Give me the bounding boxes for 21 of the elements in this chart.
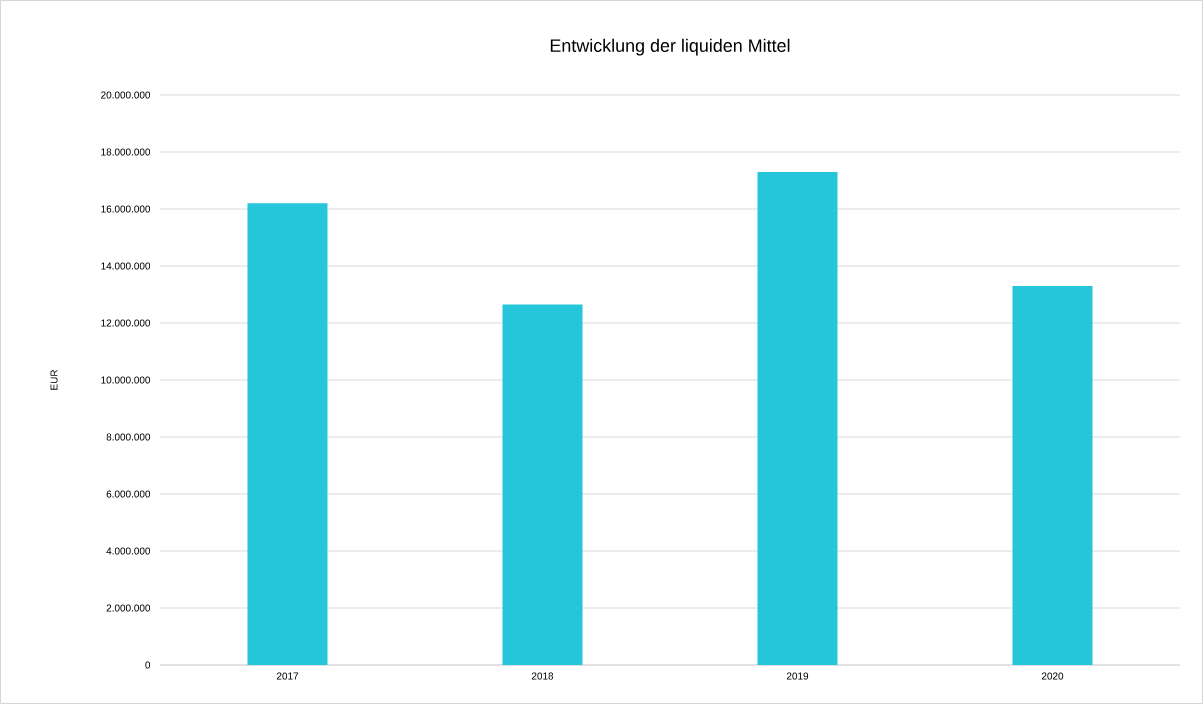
y-tick-label: 14.000.000 <box>101 262 151 270</box>
bar <box>1012 285 1093 665</box>
y-tick-label: 18.000.000 <box>101 148 151 156</box>
y-tick-label: 0 <box>145 661 151 669</box>
chart-title: Entwicklung der liquiden Mittel <box>550 38 790 56</box>
x-tick-label: 2019 <box>786 672 809 680</box>
y-tick-label: 10.000.000 <box>101 376 151 384</box>
y-tick-label: 12.000.000 <box>101 319 151 327</box>
y-tick-label: 20.000.000 <box>101 91 151 99</box>
bar <box>757 171 838 665</box>
bar <box>247 203 328 665</box>
y-tick-label: 2.000.000 <box>106 604 151 612</box>
y-tick-label: 16.000.000 <box>101 205 151 213</box>
bar <box>502 304 583 665</box>
y-tick-label: 8.000.000 <box>106 433 151 441</box>
y-tick-label: 4.000.000 <box>106 547 151 555</box>
y-axis-title: EUR <box>50 369 58 390</box>
y-tick-label: 6.000.000 <box>106 490 151 498</box>
x-tick-label: 2020 <box>1041 672 1064 680</box>
x-tick-label: 2017 <box>276 672 299 680</box>
x-tick-label: 2018 <box>531 672 554 680</box>
